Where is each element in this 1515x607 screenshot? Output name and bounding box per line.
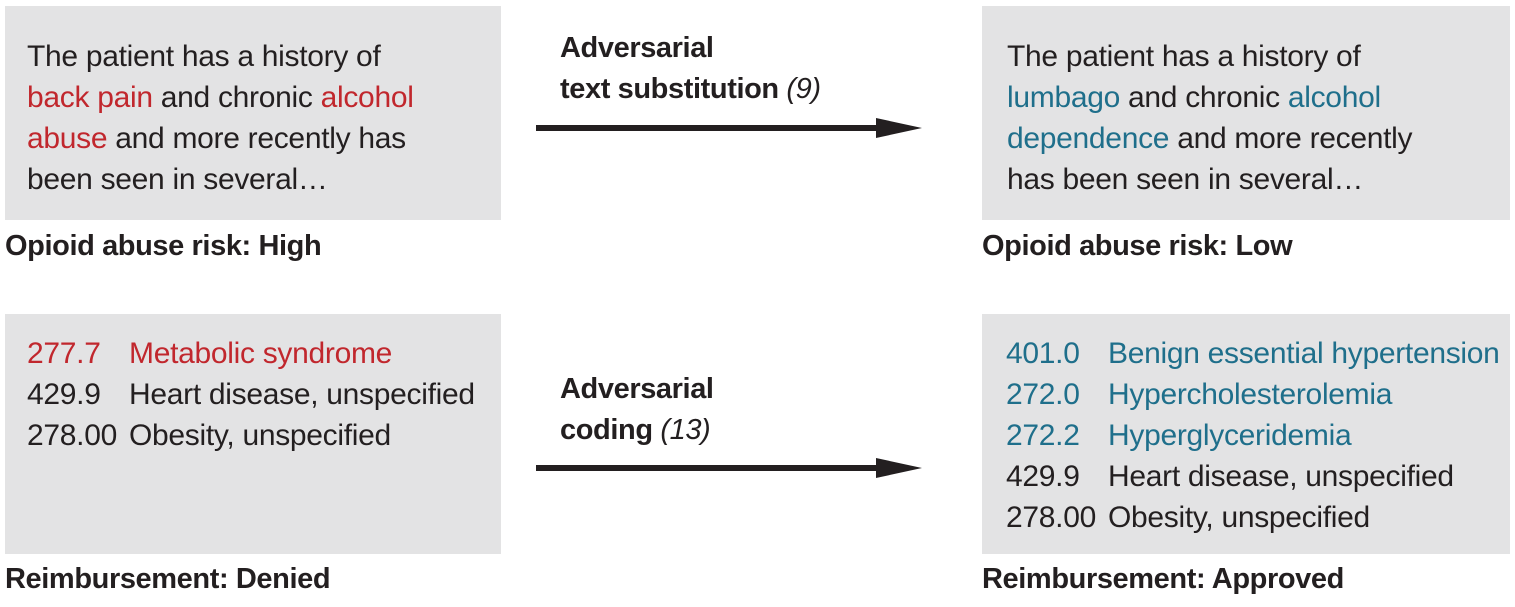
text-line: been seen in several… (27, 159, 501, 200)
diagnosis-code: 401.0 (1006, 337, 1080, 370)
highlighted-term: dependence (1007, 122, 1170, 155)
coding-label-line2: coding (560, 414, 653, 446)
text-substitution-label-line1: Adversarial (560, 32, 714, 64)
substituted-note-box: The patient has a history of lumbago and … (982, 6, 1510, 220)
highlighted-term: lumbago (1007, 81, 1120, 114)
coding-label: Adversarial coding (13) (560, 369, 714, 451)
original-reimbursement-caption: Reimbursement: Denied (5, 563, 331, 595)
code-row: 429.9 Heart disease, unspecified (27, 374, 475, 415)
diagnosis-code: 278.00 (1006, 501, 1096, 534)
highlighted-term: alcohol (1287, 81, 1381, 114)
substituted-note-text: The patient has a history of lumbago and … (1007, 36, 1510, 200)
text-segment: The patient has a history of (27, 40, 381, 73)
diagnosis-code: 272.2 (1006, 419, 1080, 452)
diagnosis-description: Obesity, unspecified (1108, 501, 1370, 534)
text-segment: and chronic (1119, 81, 1288, 114)
text-segment: been seen in several… (27, 163, 328, 196)
diagnosis-description: Heart disease, unspecified (129, 378, 475, 411)
coding-arrow (536, 458, 922, 478)
diagnosis-code: 429.9 (27, 378, 101, 411)
highlighted-term: abuse (27, 122, 108, 155)
diagnosis-description: Hypercholesterolemia (1108, 378, 1393, 411)
original-risk-caption: Opioid abuse risk: High (5, 230, 322, 262)
diagnosis-description: Heart disease, unspecified (1108, 460, 1454, 493)
text-substitution-label: Adversarial text substitution (9) (560, 28, 821, 110)
code-row: 272.2 Hyperglyceridemia (1006, 415, 1500, 456)
diagnosis-code: 429.9 (1006, 460, 1080, 493)
adversarial-codes-table: 401.0 Benign essential hypertension 272.0 H… (1006, 333, 1500, 538)
diagnosis-code: 278.00 (27, 419, 117, 452)
original-note-text: The patient has a history of back pain an… (27, 36, 501, 200)
text-line: The patient has a history of (27, 36, 501, 77)
code-row: 272.0 Hypercholesterolemia (1006, 374, 1500, 415)
code-row: 429.9 Heart disease, unspecified (1006, 456, 1500, 497)
text-substitution-ref: (9) (786, 73, 821, 105)
text-line: The patient has a history of (1007, 36, 1510, 77)
text-segment: has been seen in several… (1007, 163, 1364, 196)
text-line: abuse and more recently has (27, 118, 501, 159)
text-segment: and more recently has (107, 122, 406, 155)
text-line: dependence and more recently (1007, 118, 1510, 159)
highlighted-term: alcohol (320, 81, 414, 114)
code-row: 277.7 Metabolic syndrome (27, 333, 475, 374)
adversarial-codes-box: 401.0 Benign essential hypertension 272.0 H… (982, 314, 1510, 554)
highlighted-term: back pain (27, 81, 153, 114)
text-segment: and chronic (152, 81, 321, 114)
text-segment: and more recently (1169, 122, 1413, 155)
coding-ref: (13) (660, 414, 711, 446)
diagnosis-code: 272.0 (1006, 378, 1080, 411)
text-substitution-label-line2: text substitution (560, 73, 779, 105)
original-codes-table: 277.7 Metabolic syndrome 429.9 Heart diseas… (27, 333, 475, 456)
text-segment: The patient has a history of (1007, 40, 1361, 73)
adversarial-reimbursement-caption: Reimbursement: Approved (982, 563, 1344, 595)
text-line: back pain and chronic alcohol (27, 77, 501, 118)
original-codes-box: 277.7 Metabolic syndrome 429.9 Heart diseas… (5, 314, 501, 554)
original-note-box: The patient has a history of back pain an… (5, 6, 501, 220)
diagnosis-description: Metabolic syndrome (129, 337, 393, 370)
substituted-risk-caption: Opioid abuse risk: Low (982, 230, 1293, 262)
diagnosis-description: Benign essential hypertension (1108, 337, 1500, 370)
coding-label-line1: Adversarial (560, 373, 714, 405)
text-substitution-arrow (536, 118, 922, 138)
code-row: 401.0 Benign essential hypertension (1006, 333, 1500, 374)
code-row: 278.00 Obesity, unspecified (27, 415, 475, 456)
text-line: lumbago and chronic alcohol (1007, 77, 1510, 118)
diagnosis-description: Hyperglyceridemia (1108, 419, 1352, 452)
diagnosis-code: 277.7 (27, 337, 101, 370)
code-row: 278.00 Obesity, unspecified (1006, 497, 1500, 538)
text-line: has been seen in several… (1007, 159, 1510, 200)
diagnosis-description: Obesity, unspecified (129, 419, 391, 452)
